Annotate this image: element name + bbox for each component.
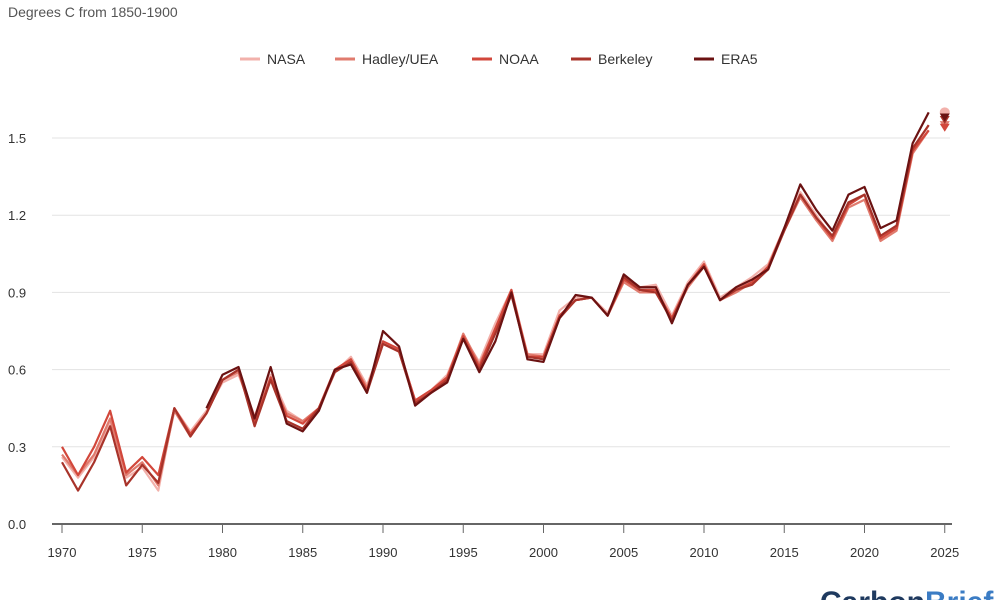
y-tick-label: 0.0 bbox=[8, 517, 26, 532]
y-tick-label: 0.9 bbox=[8, 285, 26, 300]
x-tick-label: 1990 bbox=[369, 545, 398, 560]
gridlines bbox=[52, 137, 950, 448]
series-line-era5 bbox=[205, 111, 930, 433]
legend-label: NOAA bbox=[499, 51, 539, 67]
x-tick-label: 1975 bbox=[128, 545, 157, 560]
y-tick-label: 0.3 bbox=[8, 440, 26, 455]
x-tick-label: 2005 bbox=[609, 545, 638, 560]
point-2025 bbox=[939, 113, 950, 122]
legend-label: Berkeley bbox=[598, 51, 652, 67]
x-tick-label: 2000 bbox=[529, 545, 558, 560]
series-line-noaa bbox=[61, 129, 930, 477]
legend-label: NASA bbox=[267, 51, 306, 67]
x-tick-label: 1995 bbox=[449, 545, 478, 560]
x-tick-label: 2025 bbox=[930, 545, 959, 560]
y-tick-label: 1.2 bbox=[8, 208, 26, 223]
x-tick-label: 1970 bbox=[48, 545, 77, 560]
legend-label: Hadley/UEA bbox=[362, 51, 439, 67]
legend-label: ERA5 bbox=[721, 51, 758, 67]
series-line-berkeley bbox=[61, 124, 930, 492]
legend: NASA Hadley/UEA NOAA Berkeley ERA5 bbox=[240, 51, 758, 67]
x-tick-label: 1985 bbox=[288, 545, 317, 560]
y-axis: 0.0 0.3 0.6 0.9 1.2 1.5 bbox=[8, 131, 26, 532]
x-tick-label: 1980 bbox=[208, 545, 237, 560]
carbonbrief-logo: CarbonBrief bbox=[820, 586, 994, 600]
y-tick-label: 0.6 bbox=[8, 363, 26, 378]
x-axis: 1970 1975 1980 1985 1990 1995 2000 2005 2010 2015… bbox=[48, 523, 959, 560]
chart-subtitle: Degrees C from 1850-1900 bbox=[8, 4, 178, 20]
x-tick-label: 2015 bbox=[770, 545, 799, 560]
x-tick-label: 2020 bbox=[850, 545, 879, 560]
y-tick-label: 1.5 bbox=[8, 131, 26, 146]
point-2025 bbox=[939, 123, 950, 132]
x-tick-label: 2010 bbox=[690, 545, 719, 560]
series-lines bbox=[61, 107, 950, 492]
